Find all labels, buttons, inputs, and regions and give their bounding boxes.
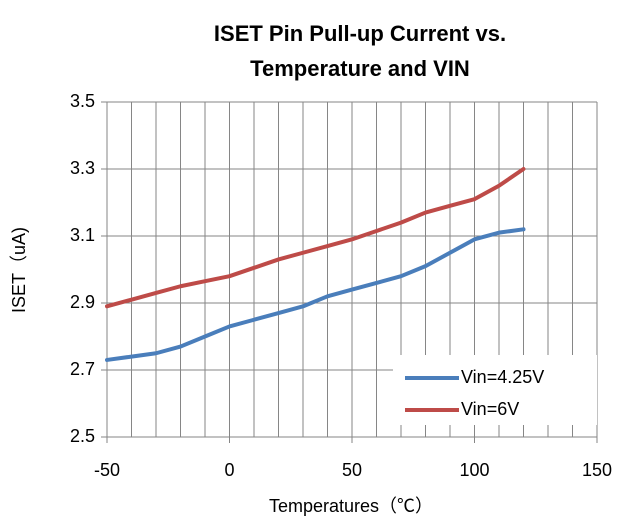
x-tick-label: 150 [582,460,612,480]
legend-box [393,355,597,425]
x-axis-label: Temperatures（℃） [269,496,433,516]
y-tick-label: 3.3 [70,158,95,178]
y-tick-label: 2.9 [70,292,95,312]
x-tick-label: -50 [94,460,120,480]
x-tick-label: 0 [224,460,234,480]
y-tick-label: 3.5 [70,91,95,111]
chart-title: Temperature and VIN [250,56,470,81]
series-line [105,227,526,362]
legend-label: Vin=6V [461,399,519,419]
y-tick-label: 3.1 [70,225,95,245]
y-tick-label: 2.7 [70,359,95,379]
y-axis-label: ISET（uA) [9,227,29,313]
y-tick-label: 2.5 [70,426,95,446]
legend-label: Vin=4.25V [461,367,544,387]
chart-title: ISET Pin Pull-up Current vs. [214,21,506,46]
x-tick-label: 50 [342,460,362,480]
series-line [105,167,526,309]
x-tick-label: 100 [459,460,489,480]
